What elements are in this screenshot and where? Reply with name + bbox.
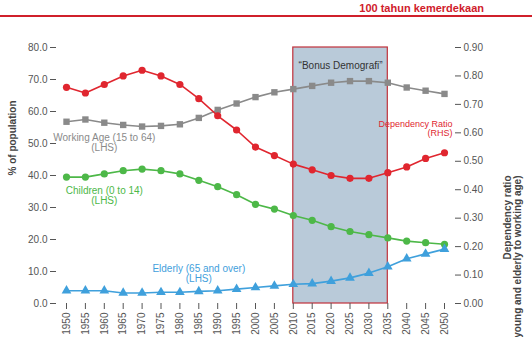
svg-text:2010: 2010 [288, 312, 299, 335]
svg-text:Dependency ratio(young and eld: Dependency ratio(young and elderly to wo… [502, 176, 523, 338]
svg-text:0.70: 0.70 [464, 99, 484, 110]
svg-text:Working Age (15 to 64)(LHS): Working Age (15 to 64)(LHS) [53, 132, 155, 153]
svg-text:0.60: 0.60 [464, 127, 484, 138]
svg-text:2020: 2020 [325, 312, 336, 335]
svg-text:1970: 1970 [136, 312, 147, 335]
svg-text:1990: 1990 [212, 312, 223, 335]
svg-text:0.10: 0.10 [464, 269, 484, 280]
svg-text:2000: 2000 [250, 312, 261, 335]
svg-text:20.0: 20.0 [28, 234, 48, 245]
svg-text:30.0: 30.0 [28, 202, 48, 213]
svg-text:0.50: 0.50 [464, 155, 484, 166]
svg-text:2030: 2030 [363, 312, 374, 335]
svg-text:1995: 1995 [231, 312, 242, 335]
svg-text:2040: 2040 [401, 312, 412, 335]
svg-text:50.0: 50.0 [28, 138, 48, 149]
svg-text:1955: 1955 [80, 312, 91, 335]
svg-text:80.0: 80.0 [28, 42, 48, 53]
svg-text:2015: 2015 [306, 312, 317, 335]
svg-text:70.0: 70.0 [28, 74, 48, 85]
svg-text:2025: 2025 [344, 312, 355, 335]
svg-text:1985: 1985 [193, 312, 204, 335]
svg-text:Children (0 to 14)(LHS): Children (0 to 14)(LHS) [66, 185, 143, 206]
svg-text:10.0: 10.0 [28, 266, 48, 277]
svg-text:Dependency Ratio(RHS): Dependency Ratio(RHS) [378, 119, 452, 138]
svg-text:0.80: 0.80 [464, 70, 484, 81]
svg-text:0.0: 0.0 [34, 298, 48, 309]
svg-text:0.90: 0.90 [464, 42, 484, 53]
svg-text:“Bonus Demografi”: “Bonus Demografi” [299, 60, 383, 71]
svg-text:Elderly (65 and over)(LHS): Elderly (65 and over)(LHS) [152, 263, 245, 284]
svg-text:0.00: 0.00 [464, 298, 484, 309]
svg-text:40.0: 40.0 [28, 170, 48, 181]
svg-text:1965: 1965 [117, 312, 128, 335]
svg-text:2050: 2050 [439, 312, 450, 335]
svg-text:1980: 1980 [174, 312, 185, 335]
svg-text:1960: 1960 [99, 312, 110, 335]
svg-text:0.30: 0.30 [464, 212, 484, 223]
svg-text:2045: 2045 [420, 312, 431, 335]
svg-text:60.0: 60.0 [28, 106, 48, 117]
html-text:100 tahun kemerdekaan: 100 tahun kemerdekaan [359, 2, 484, 14]
svg-text:0.40: 0.40 [464, 184, 484, 195]
svg-text:2005: 2005 [269, 312, 280, 335]
svg-text:2035: 2035 [382, 312, 393, 335]
svg-text:1975: 1975 [155, 312, 166, 335]
svg-text:0.20: 0.20 [464, 241, 484, 252]
svg-text:% of population: % of population [7, 101, 18, 176]
svg-text:1950: 1950 [61, 312, 72, 335]
